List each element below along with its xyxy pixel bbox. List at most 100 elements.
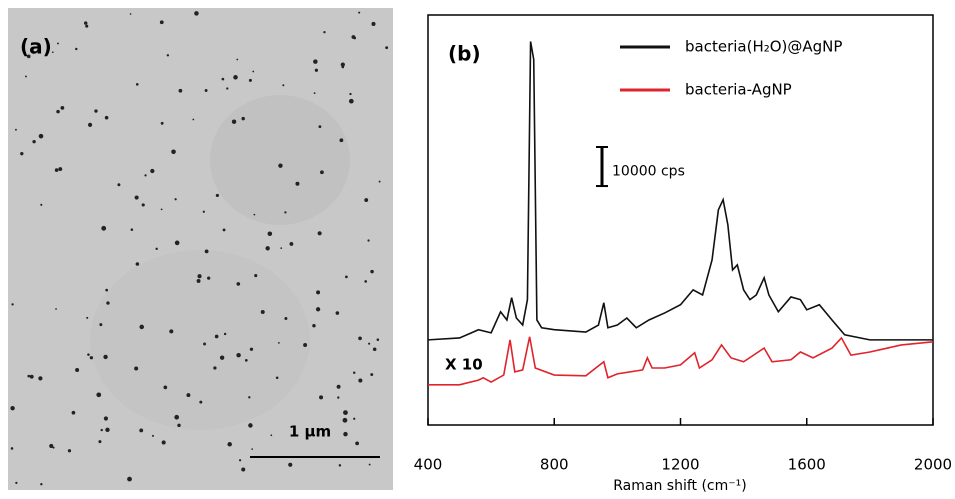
particle xyxy=(265,246,270,251)
particle xyxy=(204,89,208,92)
particle xyxy=(318,125,322,129)
legend-label: bacteria(H₂O)@AgNP xyxy=(685,38,842,56)
particle xyxy=(370,269,374,274)
particle xyxy=(278,163,283,168)
particle xyxy=(355,441,360,446)
legend-label: bacteria-AgNP xyxy=(685,81,792,99)
particle xyxy=(75,368,80,373)
particle xyxy=(129,13,132,15)
particle xyxy=(248,423,253,428)
particle xyxy=(267,231,273,237)
particle xyxy=(67,449,72,453)
particle xyxy=(32,139,36,144)
particle xyxy=(358,336,362,341)
particle xyxy=(295,181,300,186)
panel-label: (a) xyxy=(20,35,52,59)
particle xyxy=(94,109,98,113)
particle xyxy=(316,290,321,295)
x-axis-label: Raman shift (cm⁻¹) xyxy=(613,478,746,494)
particle xyxy=(221,77,225,81)
particle xyxy=(289,242,294,246)
series-line xyxy=(427,41,933,341)
particle xyxy=(141,203,145,207)
particle xyxy=(213,366,217,370)
particle xyxy=(57,42,59,45)
particle xyxy=(87,122,93,127)
particle xyxy=(104,115,109,120)
particle xyxy=(282,84,285,87)
particle xyxy=(353,417,356,420)
particle xyxy=(270,434,273,437)
particle xyxy=(236,58,239,61)
particle xyxy=(338,464,342,467)
particle xyxy=(54,168,59,172)
chart-title: (b) xyxy=(448,42,481,66)
particle xyxy=(378,180,381,183)
x-tick-label: 1600 xyxy=(788,456,826,474)
particle xyxy=(314,68,319,72)
particle xyxy=(11,303,14,306)
particle xyxy=(10,405,15,411)
particle xyxy=(320,170,324,175)
particle xyxy=(83,21,88,25)
particle xyxy=(214,334,219,339)
particle xyxy=(337,396,340,399)
particle xyxy=(171,149,176,155)
particle xyxy=(288,462,293,467)
particle xyxy=(349,92,352,96)
particle xyxy=(101,225,107,231)
particle xyxy=(155,247,158,251)
particle xyxy=(52,446,55,449)
particle xyxy=(26,54,31,59)
particle xyxy=(323,31,326,34)
particle xyxy=(75,47,78,51)
particle xyxy=(222,228,226,232)
particle xyxy=(303,343,308,347)
particle xyxy=(370,373,374,377)
particle xyxy=(371,21,376,26)
particle xyxy=(253,213,256,216)
particle xyxy=(241,467,246,472)
particle xyxy=(58,167,63,171)
particle xyxy=(25,75,27,78)
particle xyxy=(178,88,183,93)
particle xyxy=(194,11,199,16)
particle xyxy=(385,46,389,50)
particle xyxy=(319,395,324,400)
particle xyxy=(89,356,94,360)
scale-bar-label: 10000 cps xyxy=(612,164,685,180)
particle xyxy=(207,276,211,280)
particle xyxy=(376,338,380,341)
particle xyxy=(160,208,163,211)
particle xyxy=(51,51,54,54)
particle xyxy=(38,376,43,381)
particle xyxy=(204,249,209,254)
particle xyxy=(219,355,225,360)
particle xyxy=(238,459,242,462)
particle xyxy=(150,168,155,174)
particle xyxy=(174,240,180,246)
particle xyxy=(160,121,164,125)
particle xyxy=(15,128,17,131)
particle xyxy=(317,231,322,236)
particle xyxy=(161,440,166,445)
particle xyxy=(197,274,202,279)
particle xyxy=(29,374,34,379)
particle xyxy=(313,59,318,64)
series-line xyxy=(428,336,934,386)
particle xyxy=(367,239,370,242)
scale-bar xyxy=(596,146,608,188)
particle xyxy=(236,282,241,286)
particle xyxy=(20,151,24,156)
particle xyxy=(241,116,245,121)
particle xyxy=(174,414,180,420)
particle xyxy=(351,35,356,39)
particle xyxy=(277,341,280,344)
particle xyxy=(368,463,371,466)
particle xyxy=(159,20,164,25)
cell-outline xyxy=(90,250,310,430)
particle xyxy=(98,440,102,444)
particle xyxy=(38,133,44,139)
particle xyxy=(186,393,191,398)
